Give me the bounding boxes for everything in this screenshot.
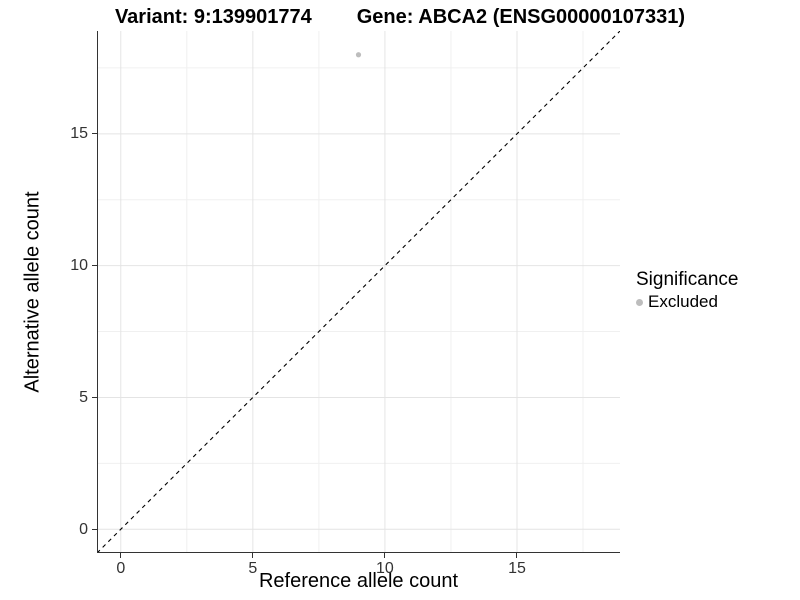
y-axis-tick <box>92 528 97 530</box>
y-axis-tick-label: 0 <box>79 520 88 538</box>
data-point <box>355 52 362 58</box>
plot-title: Variant: 9:139901774 Gene: ABCA2 (ENSG00… <box>0 6 800 29</box>
x-axis-tick-label: 0 <box>116 560 126 577</box>
x-axis-title: Reference allele count <box>258 570 458 592</box>
y-axis-title: Alternative allele count <box>21 191 44 393</box>
legend-item-label: Excluded <box>648 292 718 311</box>
y-axis-tick <box>92 133 97 135</box>
x-axis-tick <box>384 553 386 558</box>
x-axis-tick-label: 10 <box>376 560 394 577</box>
variant-title: Variant: 9:139901774 <box>114 6 312 28</box>
legend: Significance Excluded <box>636 269 738 312</box>
x-axis-tick <box>120 553 122 558</box>
gene-title: Gene: ABCA2 (ENSG00000107331) <box>356 6 686 28</box>
y-axis-tick <box>92 265 97 267</box>
plot-panel <box>97 31 620 553</box>
excluded-point-swatch-icon <box>636 298 643 306</box>
y-axis-tick-label: 10 <box>70 257 88 275</box>
x-axis-tick <box>252 553 254 558</box>
y-axis-tick-label: 5 <box>79 388 88 406</box>
y-axis-tick <box>92 396 97 398</box>
legend-item-excluded: Excluded <box>636 292 738 312</box>
legend-title: Significance <box>636 269 739 290</box>
x-axis-tick-label: 5 <box>248 560 258 577</box>
y-axis-tick-label: 15 <box>70 125 88 143</box>
x-axis-tick-label: 15 <box>508 560 526 577</box>
x-axis-tick <box>516 553 518 558</box>
